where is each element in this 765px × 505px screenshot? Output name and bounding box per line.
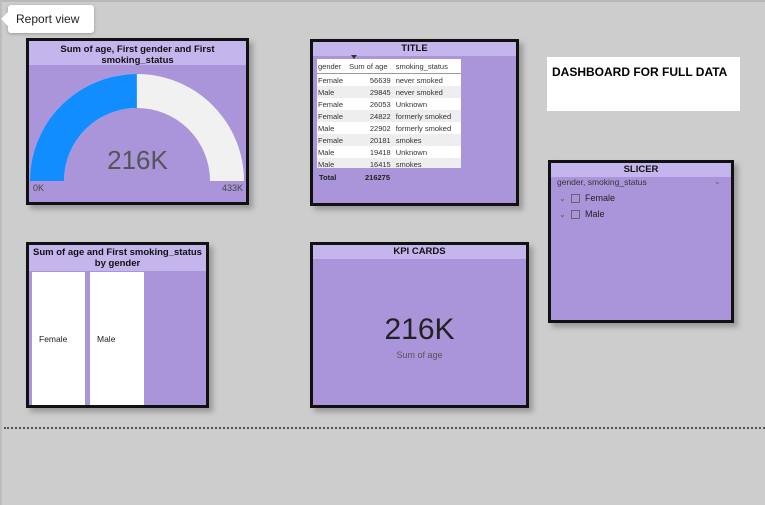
gauge-max-label: 433K bbox=[221, 183, 243, 193]
slicer-item-female[interactable]: ⌄ Female bbox=[559, 193, 615, 203]
table-row[interactable]: Male 29845 never smoked bbox=[317, 86, 461, 98]
total-value: 216275 bbox=[365, 173, 391, 182]
table-cell: 19418 bbox=[369, 147, 391, 157]
table-cell: 20181 bbox=[348, 134, 395, 146]
slicer-title: SLICER bbox=[551, 163, 731, 177]
column-header[interactable]: gender bbox=[317, 59, 349, 74]
slicer-item-label: Male bbox=[585, 209, 605, 219]
table-row[interactable]: Female 20181 smokes bbox=[317, 134, 461, 146]
table-cell: Female bbox=[317, 110, 349, 122]
table-cell: Unknown bbox=[395, 99, 427, 109]
expand-chevron-icon[interactable]: ⌄ bbox=[559, 209, 566, 219]
checkbox[interactable] bbox=[571, 209, 580, 219]
table-cell: Male bbox=[318, 147, 335, 157]
table-cell: 24822 bbox=[348, 110, 395, 122]
table-cell: smokes bbox=[394, 158, 461, 170]
table-total-area: Total 216275 bbox=[317, 168, 461, 186]
bar-label: Male bbox=[97, 334, 116, 344]
kpi-value: 216K bbox=[384, 313, 455, 346]
slicer-header: gender, smoking_status bbox=[557, 177, 647, 187]
bar-chart-visual[interactable]: Sum of age and First smoking_status by g… bbox=[26, 242, 209, 408]
checkbox[interactable] bbox=[571, 193, 580, 203]
table-visual[interactable]: TITLE gender Sum of age smoking_status Fem… bbox=[310, 39, 519, 206]
gauge-value: 216K bbox=[107, 145, 168, 175]
table-row[interactable]: Male 16415 smokes bbox=[317, 158, 461, 170]
page-break-line bbox=[4, 427, 765, 429]
column-header[interactable]: smoking_status bbox=[394, 59, 461, 74]
slicer-visual[interactable]: SLICER gender, smoking_status ⌄ ⌄ Female… bbox=[548, 160, 734, 323]
table-row[interactable]: Female 24822 formerly smoked bbox=[317, 110, 461, 122]
table-cell: 26053 bbox=[369, 99, 391, 109]
total-label: Total bbox=[319, 173, 337, 182]
table-cell: 22902 bbox=[369, 123, 391, 133]
table-row[interactable]: Female 56639 never smoked bbox=[317, 74, 461, 87]
chevron-down-icon[interactable]: ⌄ bbox=[713, 176, 721, 186]
bar-chart-title: Sum of age and First smoking_status by g… bbox=[29, 245, 206, 271]
table-cell: Male bbox=[318, 123, 335, 133]
table-cell: Unknown bbox=[395, 147, 427, 157]
dashboard-title[interactable]: DASHBOARD FOR FULL DATA bbox=[547, 57, 740, 111]
table-cell: 56639 bbox=[369, 75, 391, 85]
sort-descending-icon[interactable] bbox=[351, 55, 357, 59]
table-cell: smokes bbox=[394, 134, 461, 146]
column-header[interactable]: Sum of age bbox=[348, 59, 395, 74]
canvas-left-border bbox=[0, 0, 2, 505]
table-cell: formerly smoked bbox=[395, 123, 452, 133]
tooltip-arrow bbox=[1, 12, 8, 26]
table-cell: 16415 bbox=[348, 158, 395, 170]
table-title: TITLE bbox=[313, 42, 516, 56]
tooltip-text: Report view bbox=[16, 12, 80, 26]
kpi-title: KPI CARDS bbox=[313, 245, 526, 259]
gauge-visual[interactable]: Sum of age, First gender and First smoki… bbox=[26, 38, 249, 205]
table-cell: Female bbox=[318, 75, 344, 85]
expand-chevron-icon[interactable]: ⌄ bbox=[559, 193, 566, 203]
table-cell: Male bbox=[317, 86, 349, 98]
table-cell: never smoked bbox=[394, 86, 461, 98]
table-cell: formerly smoked bbox=[394, 110, 461, 122]
kpi-card[interactable]: KPI CARDS 216K Sum of age bbox=[310, 242, 529, 408]
table-cell: Male bbox=[317, 158, 349, 170]
kpi-label: Sum of age bbox=[396, 350, 443, 360]
table-cell: Female bbox=[318, 99, 344, 109]
table-row[interactable]: Male 19418 Unknown bbox=[317, 146, 461, 158]
table-row[interactable]: Male 22902 formerly smoked bbox=[317, 122, 461, 134]
bar-female[interactable]: Female bbox=[32, 272, 85, 405]
slicer-item-label: Female bbox=[585, 193, 616, 203]
table-body: Female 56639 never smoked Male 29845 never sm… bbox=[317, 74, 461, 170]
gauge-fill bbox=[30, 74, 138, 182]
table-row[interactable]: Female 26053 Unknown bbox=[317, 98, 461, 110]
table-cell: 29845 bbox=[348, 86, 395, 98]
report-view-tooltip: Report view bbox=[1, 5, 94, 33]
gauge-min-label: 0K bbox=[33, 183, 45, 193]
canvas-top-border bbox=[0, 0, 765, 2]
table-cell: never smoked bbox=[395, 75, 443, 85]
bar-label: Female bbox=[39, 334, 68, 344]
table-cell: Female bbox=[317, 134, 349, 146]
slicer-item-male[interactable]: ⌄ Male bbox=[559, 209, 605, 219]
gauge-title: Sum of age, First gender and First smoki… bbox=[29, 41, 246, 66]
gauge-chart bbox=[30, 74, 244, 182]
table-header-row: gender Sum of age smoking_status bbox=[317, 59, 461, 74]
data-table: gender Sum of age smoking_status Female 566… bbox=[317, 59, 461, 170]
bar-male[interactable]: Male bbox=[90, 272, 144, 405]
